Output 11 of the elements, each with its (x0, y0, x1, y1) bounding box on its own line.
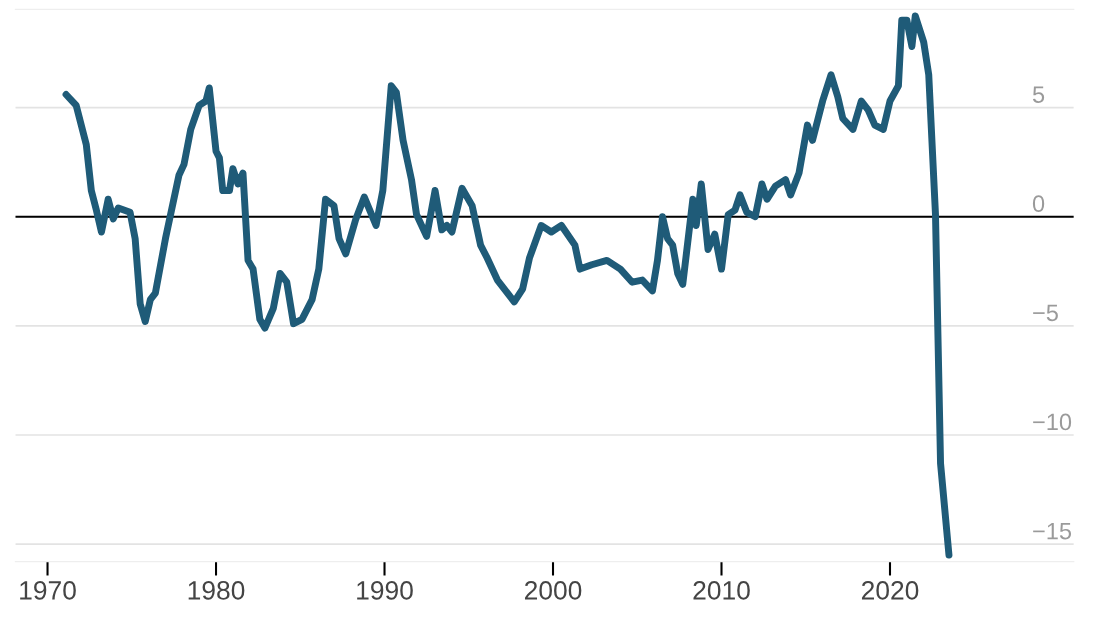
x-tick-label: 1980 (188, 581, 245, 600)
y-tick-label: −5 (1033, 304, 1058, 322)
y-tick-label: 0 (1032, 195, 1045, 213)
x-tick-label: 2010 (693, 581, 750, 600)
y-tick-label: 5 (1032, 86, 1045, 103)
x-tick-label: 2020 (861, 581, 919, 600)
x-tick-label: 1970 (20, 581, 76, 600)
y-tick-label: −10 (1033, 413, 1072, 431)
x-tick-label: 1990 (357, 581, 413, 600)
y-tick-label: −15 (1033, 522, 1072, 540)
x-tick-label: 2000 (524, 581, 582, 600)
